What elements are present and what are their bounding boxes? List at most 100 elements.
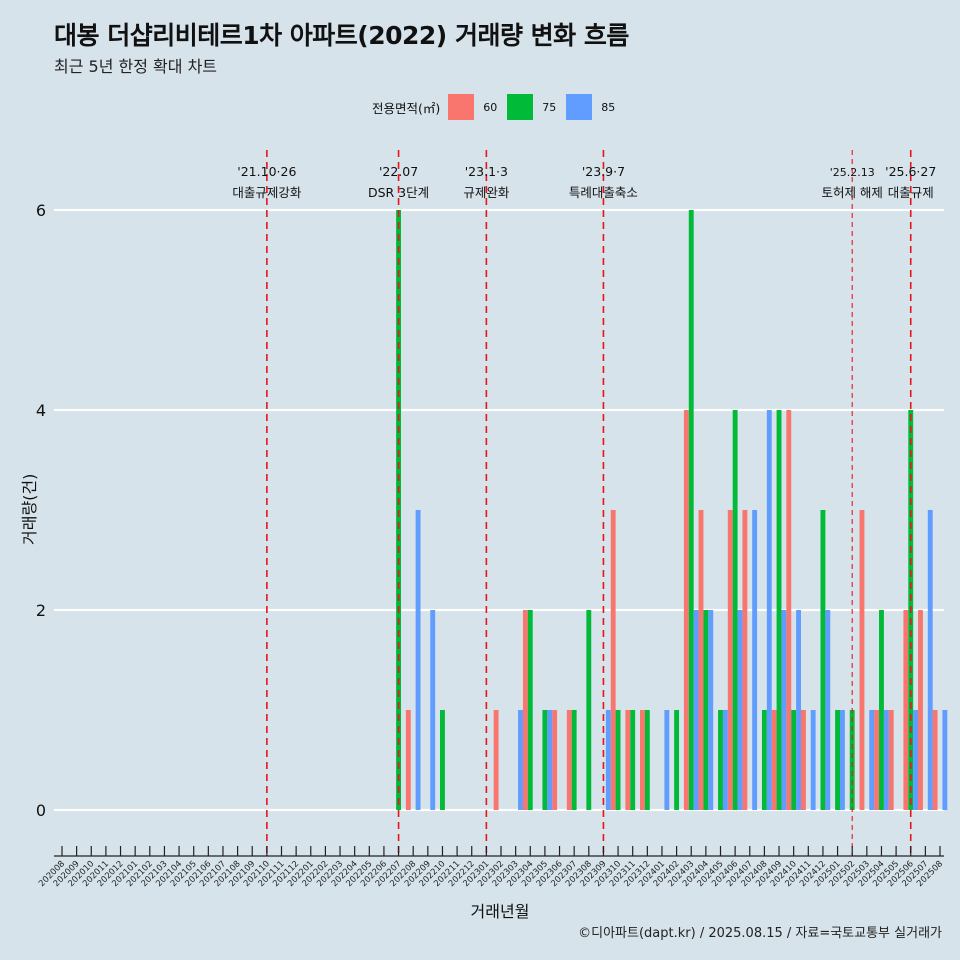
y-tick-label: 4 (36, 401, 46, 420)
bar-60-202306 (552, 710, 558, 810)
bar-60-202304 (522, 610, 528, 810)
bar-85-202403 (693, 610, 699, 810)
bar-60-202312 (640, 710, 645, 810)
bar-60-202208 (405, 710, 411, 810)
bars-layer (396, 210, 948, 810)
bar-75-202404 (703, 610, 709, 810)
bar-75-202412 (820, 510, 826, 810)
bar-60-202505 (888, 710, 894, 810)
bar-85-202410 (796, 610, 801, 810)
y-tick-label: 2 (36, 601, 46, 620)
bar-60-202507 (918, 610, 923, 810)
bar-60-202307 (566, 710, 572, 810)
event-date-label: '21.10·26 (237, 164, 296, 179)
legend-swatch-85 (566, 94, 593, 120)
legend-item-75: 75 (507, 94, 562, 120)
y-tick-label: 6 (36, 201, 46, 220)
bar-85-202209 (430, 610, 436, 810)
bar-85-202208 (415, 510, 421, 810)
bar-75-202501 (835, 710, 841, 810)
bar-75-202305 (542, 710, 548, 810)
bar-85-202508 (942, 710, 948, 810)
bar-85-202501 (840, 710, 845, 810)
bar-60-202410 (786, 410, 792, 810)
bar-75-202311 (630, 710, 636, 810)
x-axis: 2020082020092020102020112020122021012021… (37, 846, 945, 889)
legend: 전용면적(㎡) 60 75 85 (372, 93, 625, 121)
legend-label-60: 60 (483, 100, 498, 114)
bar-85-202411 (810, 710, 816, 810)
bar-75-202409 (776, 410, 782, 810)
bar-75-202304 (527, 610, 533, 810)
bar-85-202409 (781, 610, 787, 810)
event-name-label: 규제완화 (463, 185, 510, 200)
bar-60-202506 (903, 610, 909, 810)
chart-subtitle: 최근 5년 한정 확대 차트 (54, 57, 218, 76)
legend-label-75: 75 (542, 100, 557, 114)
bar-75-202410 (791, 710, 797, 810)
event-date-label: '23.1·3 (465, 164, 508, 179)
bar-85-202405 (722, 710, 728, 810)
caption: ©디아파트(dapt.kr) / 2025.08.15 / 자료=국토교통부 실… (578, 926, 942, 941)
bar-85-202309 (605, 710, 611, 810)
bar-75-202312 (644, 710, 650, 810)
bar-60-202403 (683, 410, 689, 810)
bar-60-202311 (625, 710, 631, 810)
chart-title: 대봉 더샵리비테르1차 아파트(2022) 거래량 변화 흐름 (54, 21, 629, 50)
bar-75-202210 (440, 710, 445, 810)
bar-85-202401 (664, 710, 670, 810)
bar-85-202408 (766, 410, 772, 810)
legend-item-85: 85 (566, 94, 621, 120)
event-name-label: 토허제 해제 (821, 185, 882, 200)
bar-85-202504 (883, 710, 889, 810)
bar-60-202409 (771, 710, 777, 810)
bar-60-202404 (698, 510, 704, 810)
event-name-label: DSR 3단계 (368, 185, 429, 200)
bar-60-202302 (493, 710, 499, 810)
bar-60-202310 (610, 510, 616, 810)
bar-75-202402 (674, 710, 680, 810)
bar-85-202406 (737, 610, 743, 810)
legend-label-85: 85 (601, 100, 616, 114)
bar-60-202504 (874, 710, 880, 810)
bar-75-202307 (571, 710, 577, 810)
bar-75-202405 (718, 710, 723, 810)
y-axis: 0 2 4 6 (36, 201, 46, 820)
bar-75-202408 (761, 710, 767, 810)
bar-60-202503 (859, 510, 865, 810)
bar-85-202503 (869, 710, 875, 810)
bar-75-202308 (586, 610, 592, 810)
bar-85-202407 (752, 510, 758, 810)
bar-75-202504 (879, 610, 884, 810)
bar-60-202508 (932, 710, 938, 810)
event-name-label: 특례대출축소 (569, 185, 638, 200)
bar-85-202303 (518, 710, 523, 810)
event-date-label: '25.6·27 (885, 164, 936, 179)
bar-75-202403 (688, 210, 694, 810)
bar-60-202407 (742, 510, 748, 810)
bar-60-202406 (727, 510, 733, 810)
event-date-label: '25.2.13 (830, 166, 875, 179)
bar-75-202502 (849, 710, 855, 810)
events-layer: '21.10·26 대출규제강화 '22.07 DSR 3단계 '23.1·3 규제완화 '… (232, 150, 936, 856)
bar-75-202310 (615, 710, 621, 810)
legend-swatch-75 (507, 94, 534, 120)
event-date-label: '23.9·7 (582, 164, 625, 179)
event-date-label: '22.07 (379, 164, 418, 179)
bar-85-202412 (825, 610, 831, 810)
bar-75-202406 (732, 410, 738, 810)
bar-60-202411 (800, 710, 806, 810)
event-name-label: 대출규제 (888, 185, 934, 200)
event-name-label: 대출규제강화 (232, 185, 302, 200)
legend-title: 전용면적(㎡) (372, 100, 441, 116)
bar-85-202404 (708, 610, 714, 810)
grid-layer (54, 208, 944, 812)
bar-85-202506 (913, 710, 919, 810)
bar-85-202507 (927, 510, 933, 810)
legend-swatch-60 (448, 94, 475, 120)
y-tick-label: 0 (36, 801, 46, 820)
y-axis-label: 거래량(건) (20, 473, 39, 545)
legend-item-60: 60 (448, 94, 503, 120)
bar-85-202305 (547, 710, 553, 810)
